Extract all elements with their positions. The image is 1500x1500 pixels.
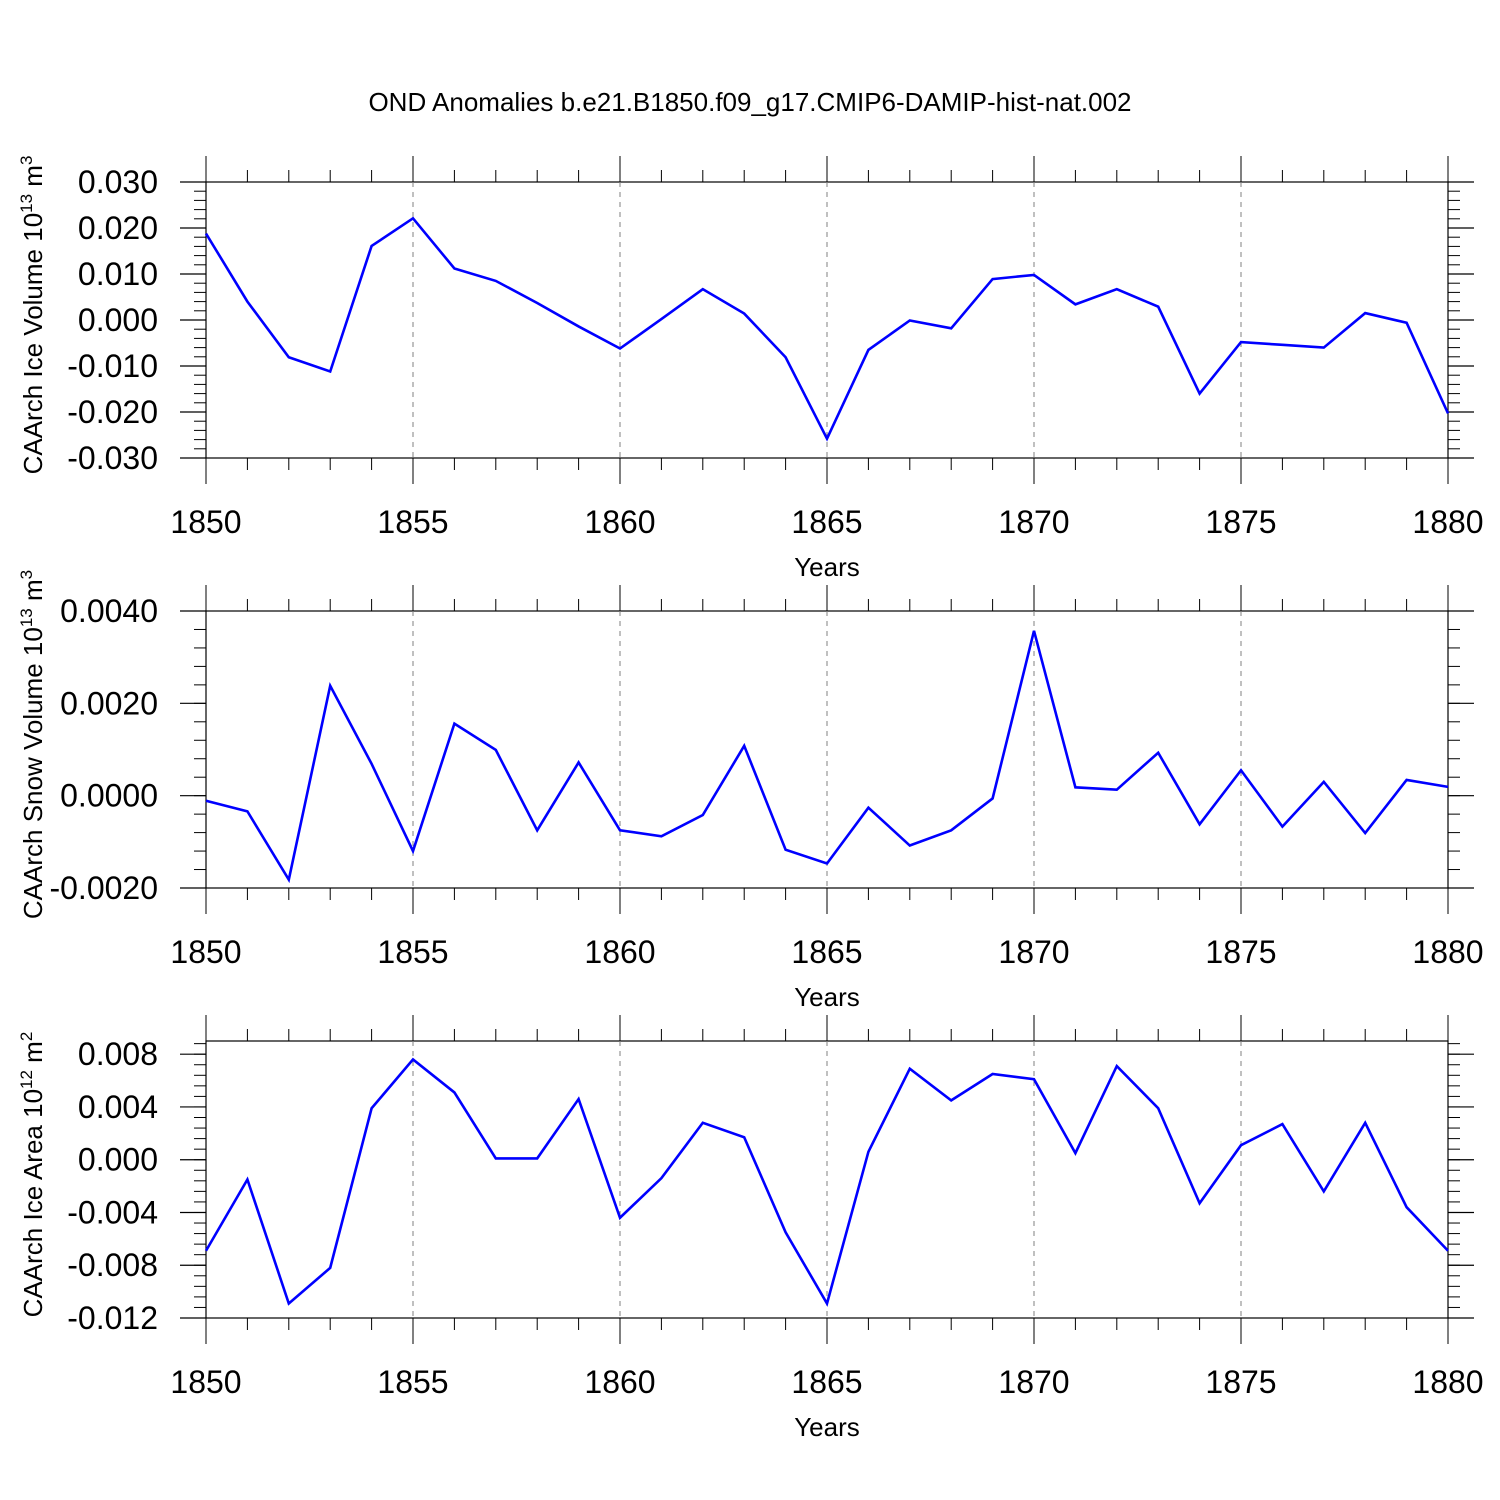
x-tick-label: 1850 bbox=[170, 504, 241, 540]
x-tick-label: 1865 bbox=[791, 934, 862, 970]
y-axis-title-superscript: 2 bbox=[17, 1032, 36, 1041]
x-tick-label: 1860 bbox=[584, 934, 655, 970]
chart-panel: 1850 1855 1860 1865 1870 1875 1880 0.0040 0.0020… bbox=[17, 570, 1484, 1012]
y-axis-title-superscript: 13 bbox=[17, 194, 36, 213]
y-tick-label: 0.004 bbox=[78, 1089, 158, 1125]
y-axis-title-superscript: 12 bbox=[17, 1070, 36, 1089]
y-axis-title: CAArch Snow Volume 1013 m3 bbox=[17, 570, 48, 919]
y-axis-title-part: m bbox=[18, 165, 48, 194]
y-tick-label: 0.000 bbox=[78, 302, 158, 338]
x-axis-title: Years bbox=[794, 1412, 860, 1442]
y-tick-label: -0.004 bbox=[67, 1194, 158, 1230]
x-tick-label: 1850 bbox=[170, 934, 241, 970]
y-tick-label: 0.000 bbox=[78, 1142, 158, 1178]
y-axis-title-part: CAArch Ice Volume 10 bbox=[18, 213, 48, 475]
y-tick-label: 0.030 bbox=[78, 164, 158, 200]
x-tick-label: 1880 bbox=[1412, 504, 1483, 540]
x-tick-label: 1880 bbox=[1412, 1364, 1483, 1400]
y-tick-label: -0.008 bbox=[67, 1247, 158, 1283]
y-tick-label: 0.0020 bbox=[60, 685, 158, 721]
x-tick-label: 1855 bbox=[377, 934, 448, 970]
chart-panel: 1850 1855 1860 1865 1870 1875 1880 0.030 0.020 0.… bbox=[17, 156, 1484, 582]
x-tick-label: 1870 bbox=[998, 1364, 1069, 1400]
y-axis-title-superscript: 13 bbox=[17, 608, 36, 627]
x-tick-label: 1870 bbox=[998, 934, 1069, 970]
y-axis-title: CAArch Ice Area 1012 m2 bbox=[17, 1032, 48, 1318]
y-axis-title-part: m bbox=[18, 1041, 48, 1070]
x-tick-label: 1875 bbox=[1205, 1364, 1276, 1400]
x-tick-label: 1850 bbox=[170, 1364, 241, 1400]
figure-title: OND Anomalies b.e21.B1850.f09_g17.CMIP6-… bbox=[368, 87, 1131, 117]
y-axis-title-part: CAArch Snow Volume 10 bbox=[18, 627, 48, 919]
x-tick-label: 1870 bbox=[998, 504, 1069, 540]
y-tick-label: 0.0040 bbox=[60, 593, 158, 629]
x-tick-label: 1875 bbox=[1205, 504, 1276, 540]
y-axis-title-part: CAArch Ice Area 10 bbox=[18, 1089, 48, 1317]
y-axis-title-superscript: 3 bbox=[17, 570, 36, 579]
y-tick-label: -0.030 bbox=[67, 440, 158, 476]
y-tick-label: -0.012 bbox=[67, 1300, 158, 1336]
y-axis-title-part: m bbox=[18, 579, 48, 608]
x-tick-label: 1855 bbox=[377, 1364, 448, 1400]
x-tick-label: 1860 bbox=[584, 1364, 655, 1400]
x-axis-title: Years bbox=[794, 982, 860, 1012]
x-axis-title: Years bbox=[794, 552, 860, 582]
y-tick-label: 0.0000 bbox=[60, 778, 158, 814]
y-tick-label: 0.020 bbox=[78, 210, 158, 246]
y-tick-label: -0.010 bbox=[67, 348, 158, 384]
y-tick-label: 0.008 bbox=[78, 1036, 158, 1072]
x-tick-label: 1880 bbox=[1412, 934, 1483, 970]
x-tick-label: 1855 bbox=[377, 504, 448, 540]
x-tick-label: 1860 bbox=[584, 504, 655, 540]
y-tick-label: 0.010 bbox=[78, 256, 158, 292]
x-tick-label: 1875 bbox=[1205, 934, 1276, 970]
y-tick-label: -0.0020 bbox=[49, 870, 158, 906]
chart-panel: 1850 1855 1860 1865 1870 1875 1880 0.008 0.004 0.… bbox=[17, 1015, 1484, 1442]
x-tick-label: 1865 bbox=[791, 1364, 862, 1400]
y-tick-label: -0.020 bbox=[67, 394, 158, 430]
x-tick-label: 1865 bbox=[791, 504, 862, 540]
y-axis-title-superscript: 3 bbox=[17, 156, 36, 165]
chart-panels: 1850 1855 1860 1865 1870 1875 1880 0.030 0.020 0.… bbox=[17, 156, 1484, 1442]
y-axis-title: CAArch Ice Volume 1013 m3 bbox=[17, 156, 48, 475]
